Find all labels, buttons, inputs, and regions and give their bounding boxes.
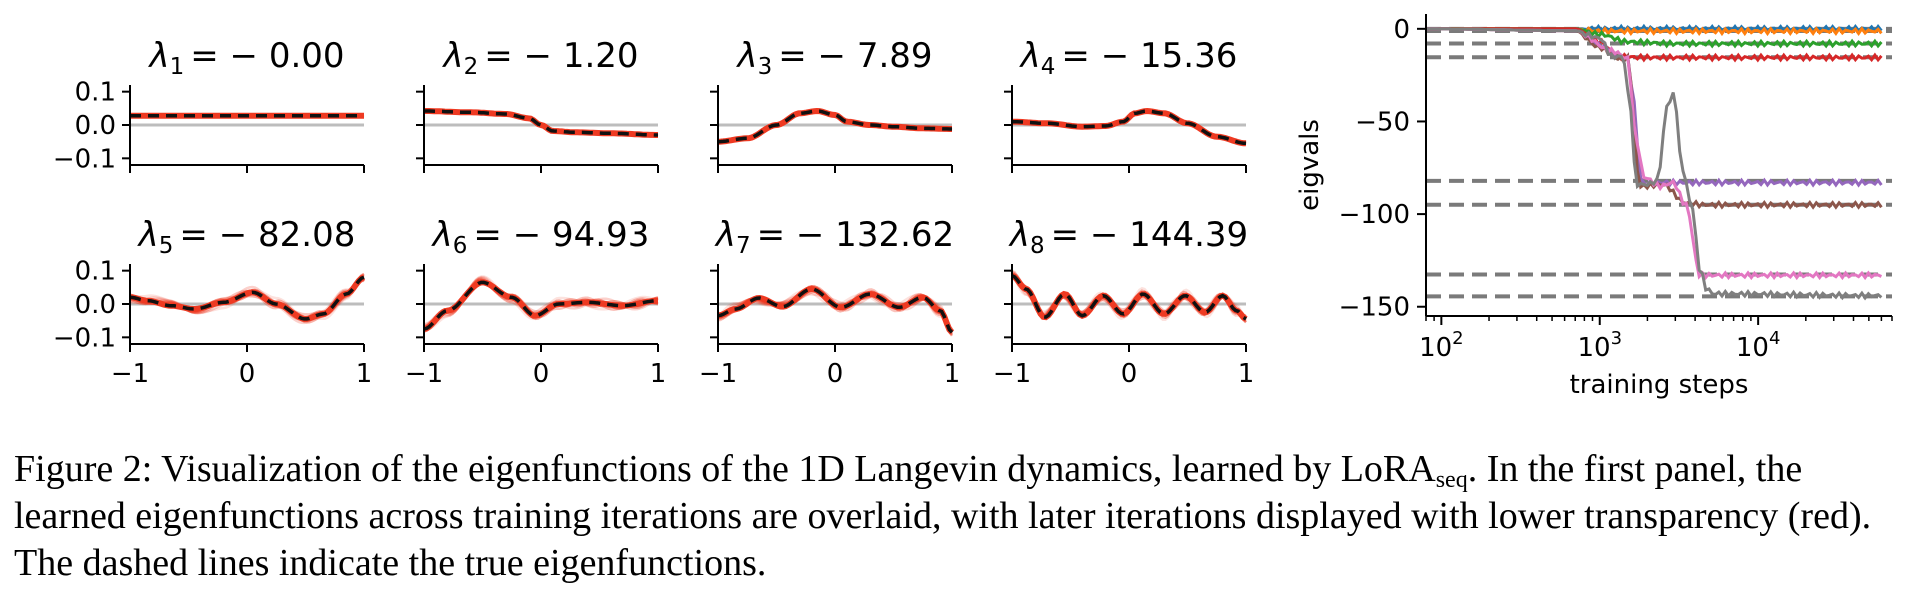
panel-title-value: = − 7.89 bbox=[778, 36, 932, 76]
eigenfunction-panels: λ1 = − 0.000.10.0−0.1λ2 = − 1.20 λ3 = − 7.89… bbox=[53, 36, 1254, 389]
panel-title-symbol: λ bbox=[137, 215, 159, 255]
panel-title: λ1 = − 0.00 bbox=[147, 36, 344, 80]
eigenfunction-panel-8: λ8 = − 144.39 −1 0 1 bbox=[993, 215, 1254, 389]
panel-title-symbol: λ bbox=[431, 215, 453, 255]
eigenfunction-panel-3: λ3 = − 7.89 bbox=[710, 36, 953, 173]
eigenvalue-series-λ8 bbox=[1426, 27, 1883, 301]
panel-title-value: = − 0.00 bbox=[190, 36, 344, 76]
x-tick-exponent: 3 bbox=[1611, 328, 1622, 349]
panel-title: λ5 = − 82.08 bbox=[137, 215, 356, 259]
panel-title-sub: 3 bbox=[758, 54, 773, 80]
x-tick-label: 103 bbox=[1577, 328, 1622, 363]
figure-panel: λ1 = − 0.000.10.0−0.1λ2 = − 1.20 λ3 = − 7.89… bbox=[53, 14, 1893, 400]
panel-title-symbol: λ bbox=[1019, 36, 1041, 76]
y-tick-label: −0.1 bbox=[53, 323, 116, 353]
caption-text-a: Visualization of the eigenfunctions of t… bbox=[161, 448, 1436, 490]
y-tick-label: −100 bbox=[1339, 200, 1410, 230]
x-tick-label: 0 bbox=[239, 359, 256, 389]
x-tick-label: 0 bbox=[1121, 359, 1138, 389]
learned-final-curve bbox=[424, 108, 658, 138]
eigenfunction-panel-4: λ4 = − 15.36 bbox=[1004, 36, 1247, 173]
true-eigenfunction-curve bbox=[717, 287, 954, 334]
x-tick-label: 0 bbox=[827, 359, 844, 389]
eigenfunction-panel-1: λ1 = − 0.00 0.10.0−0.1 bbox=[53, 36, 365, 174]
y-tick-label: −150 bbox=[1339, 293, 1410, 323]
panel-title-symbol: λ bbox=[1008, 215, 1030, 255]
panel-title-sub: 7 bbox=[736, 233, 751, 259]
x-tick-label: −1 bbox=[111, 359, 149, 389]
x-tick-label: 102 bbox=[1419, 328, 1464, 363]
y-tick-label: −0.1 bbox=[53, 144, 116, 174]
panel-title-value: = − 132.62 bbox=[757, 215, 955, 255]
panel-title-value: = − 1.20 bbox=[484, 36, 638, 76]
x-tick-exponent: 4 bbox=[1769, 328, 1780, 349]
eigenfunction-panel-5: λ5 = − 82.08 0.10.0−0.1 −1 0 1 bbox=[53, 215, 372, 389]
learned-curve bbox=[717, 292, 954, 335]
panel-title-symbol: λ bbox=[735, 36, 757, 76]
eigenvalue-series-λ7 bbox=[1426, 27, 1883, 281]
true-eigenfunction-curve bbox=[1012, 109, 1247, 146]
panel-title-symbol: λ bbox=[441, 36, 463, 76]
panel-title: λ3 = − 7.89 bbox=[735, 36, 932, 80]
panel-title-symbol: λ bbox=[714, 215, 736, 255]
eigenvalue-series-λ5 bbox=[1426, 27, 1883, 189]
x-tick-label: −1 bbox=[993, 359, 1031, 389]
y-tick-label: 0.0 bbox=[75, 111, 116, 141]
panel-title: λ6 = − 94.93 bbox=[431, 215, 650, 259]
y-tick-label: 0 bbox=[1393, 15, 1410, 45]
panel-title: λ8 = − 144.39 bbox=[1008, 215, 1248, 259]
true-eigenfunction-curve bbox=[129, 275, 365, 321]
x-tick-base: 10 bbox=[1419, 333, 1452, 363]
panel-title-sub: 2 bbox=[464, 54, 479, 80]
x-tick-label: 1 bbox=[944, 359, 961, 389]
y-tick-label: −50 bbox=[1355, 107, 1410, 137]
y-tick-label: 0.1 bbox=[75, 78, 116, 108]
panel-title: λ2 = − 1.20 bbox=[441, 36, 638, 80]
eigenfunction-panel-7: λ7 = − 132.62 −1 0 1 bbox=[699, 215, 960, 389]
panel-title-symbol: λ bbox=[147, 36, 169, 76]
panel-title: λ7 = − 132.62 bbox=[714, 215, 954, 259]
x-tick-base: 10 bbox=[1736, 333, 1769, 363]
x-tick-label: −1 bbox=[405, 359, 443, 389]
panel-title-value: = − 144.39 bbox=[1051, 215, 1249, 255]
panel-title-value: = − 82.08 bbox=[179, 215, 355, 255]
x-tick-exponent: 2 bbox=[1452, 328, 1463, 349]
true-eigenfunction-curve bbox=[717, 109, 952, 144]
caption-sub: seq bbox=[1435, 467, 1468, 493]
caption-label: Figure 2: bbox=[14, 448, 153, 490]
y-tick-label: 0.0 bbox=[75, 290, 116, 320]
panel-title-sub: 4 bbox=[1041, 54, 1056, 80]
x-tick-label: 104 bbox=[1736, 328, 1781, 363]
true-eigenfunction-curve bbox=[424, 109, 658, 137]
x-tick-label: 1 bbox=[650, 359, 667, 389]
true-eigenfunction-curve bbox=[1011, 274, 1247, 321]
learned-final-curve bbox=[1012, 107, 1247, 147]
panel-title-value: = − 94.93 bbox=[473, 215, 649, 255]
y-axis-label: eigvals bbox=[1295, 119, 1325, 211]
panel-title-sub: 1 bbox=[170, 54, 185, 80]
figure-caption: Figure 2: Visualization of the eigenfunc… bbox=[14, 446, 1894, 587]
panel-title: λ4 = − 15.36 bbox=[1019, 36, 1238, 80]
caption-text-b: . In the first panel, the learned eigenf… bbox=[14, 448, 1872, 584]
x-tick-label: 1 bbox=[1238, 359, 1255, 389]
true-eigenfunction-curve bbox=[423, 280, 658, 331]
panel-title-sub: 8 bbox=[1030, 233, 1045, 259]
panel-title-sub: 5 bbox=[159, 233, 174, 259]
eigenfunction-panel-2: λ2 = − 1.20 bbox=[416, 36, 659, 173]
eigenfunction-panel-6: λ6 = − 94.93 −1 0 1 bbox=[405, 215, 666, 389]
y-tick-label: 0.1 bbox=[75, 257, 116, 287]
panel-title-value: = − 15.36 bbox=[1061, 36, 1237, 76]
x-tick-base: 10 bbox=[1577, 333, 1610, 363]
x-tick-label: 1 bbox=[356, 359, 373, 389]
x-tick-label: 0 bbox=[533, 359, 550, 389]
x-tick-label: −1 bbox=[699, 359, 737, 389]
x-axis-label: training steps bbox=[1570, 370, 1749, 400]
panel-title-sub: 6 bbox=[453, 233, 468, 259]
